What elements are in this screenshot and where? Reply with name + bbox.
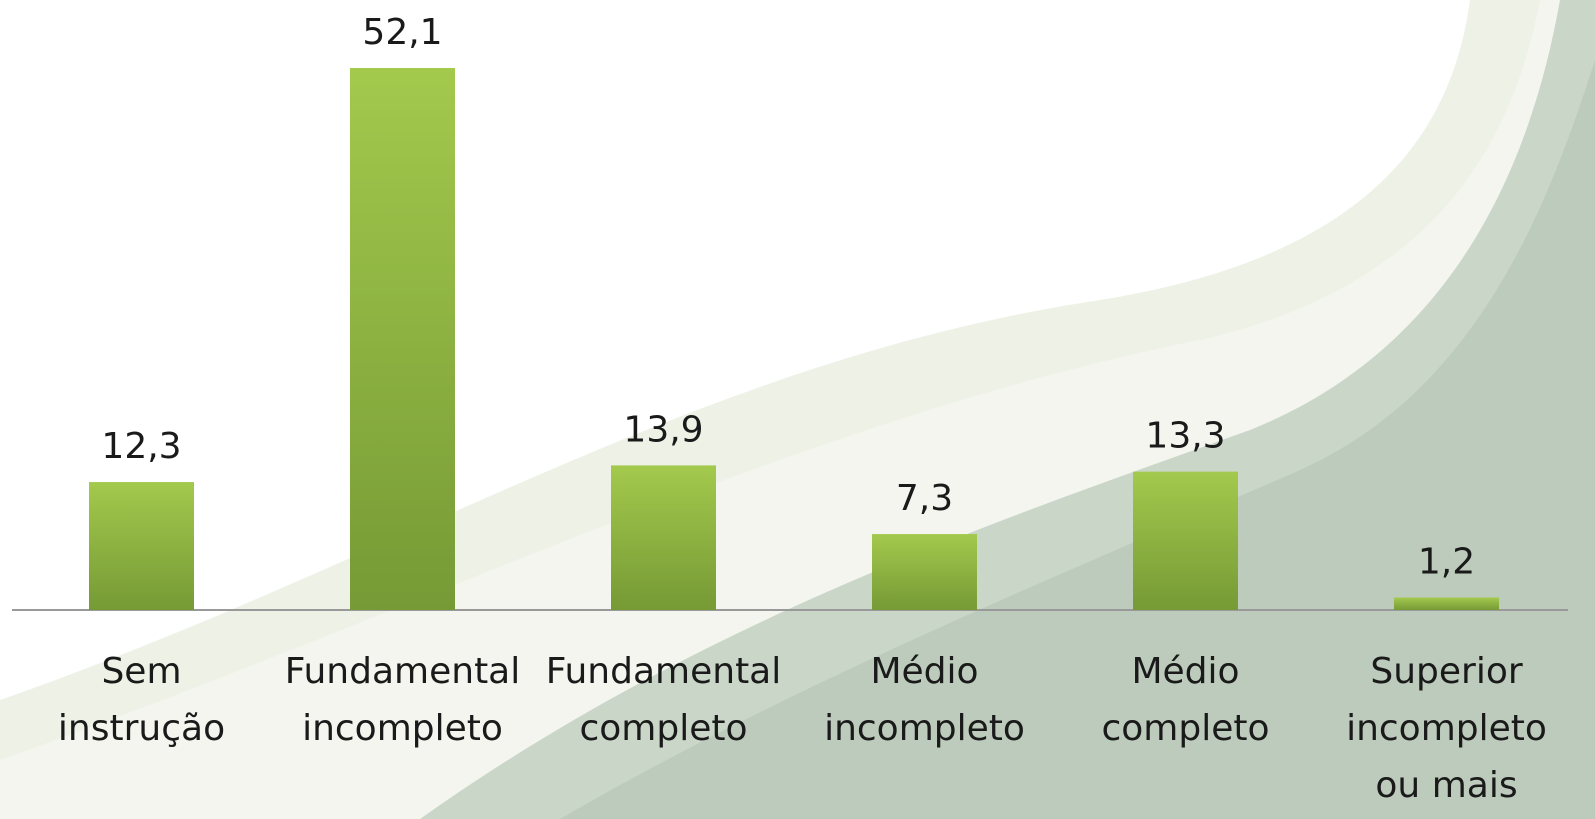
value-label: 7,3 bbox=[896, 478, 953, 519]
bar bbox=[89, 482, 194, 610]
value-label: 12,3 bbox=[101, 426, 181, 467]
x-tick-label: Médio completo bbox=[1101, 651, 1270, 749]
value-label: 13,9 bbox=[623, 409, 703, 450]
x-tick-label: Médio incompleto bbox=[824, 651, 1025, 749]
x-tick-label: Superior incompleto ou mais bbox=[1346, 651, 1547, 806]
x-tick-label: Fundamental incompleto bbox=[284, 651, 521, 749]
bar bbox=[350, 68, 455, 610]
value-label: 13,3 bbox=[1145, 416, 1225, 457]
bar bbox=[1133, 471, 1238, 610]
value-label: 52,1 bbox=[362, 12, 442, 53]
bar bbox=[611, 465, 716, 610]
value-label: 1,2 bbox=[1418, 542, 1475, 583]
bar bbox=[1394, 597, 1499, 610]
x-tick-label: Sem instrução bbox=[57, 651, 226, 749]
bar bbox=[872, 534, 977, 610]
x-tick-label: Fundamental completo bbox=[545, 651, 782, 749]
